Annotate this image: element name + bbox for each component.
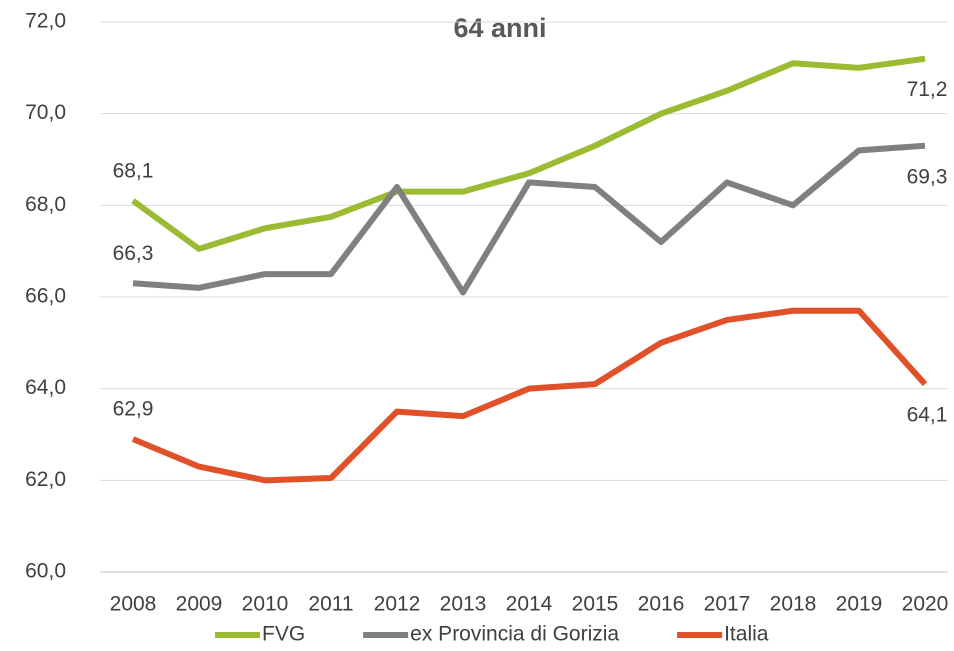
- data-label: 68,1: [113, 159, 154, 182]
- x-tick-label: 2019: [836, 593, 883, 616]
- x-tick-label: 2017: [704, 593, 751, 616]
- y-tick-label: 70,0: [25, 101, 66, 124]
- x-tick-label: 2015: [572, 593, 619, 616]
- legend-label: Italia: [724, 623, 769, 646]
- x-tick-label: 2009: [176, 593, 223, 616]
- series-line: [132, 142, 926, 296]
- legend-label: FVG: [262, 623, 305, 646]
- y-tick-label: 62,0: [25, 468, 66, 491]
- x-tick-label: 2020: [902, 593, 949, 616]
- data-label: 71,2: [907, 78, 948, 101]
- y-tick-label: 72,0: [25, 10, 66, 33]
- data-label: 64,1: [907, 404, 948, 427]
- x-tick-label: 2013: [440, 593, 487, 616]
- y-tick-label: 60,0: [25, 560, 66, 583]
- data-label: 62,9: [113, 398, 154, 421]
- chart-title: 64 anni: [453, 13, 546, 43]
- data-label: 66,3: [113, 242, 154, 265]
- x-tick-label: 2012: [374, 593, 421, 616]
- y-tick-label: 68,0: [25, 193, 66, 216]
- series-line: [131, 55, 926, 252]
- x-tick-label: 2010: [242, 593, 289, 616]
- x-tick-label: 2011: [308, 593, 353, 616]
- series-line: [131, 307, 928, 484]
- x-tick-label: 2018: [770, 593, 817, 616]
- x-tick-label: 2016: [638, 593, 685, 616]
- legend-label: ex Provincia di Gorizia: [410, 623, 619, 646]
- x-tick-label: 2008: [110, 593, 157, 616]
- data-label: 69,3: [907, 165, 948, 188]
- y-tick-label: 64,0: [25, 376, 66, 399]
- x-tick-label: 2014: [506, 593, 553, 616]
- y-tick-label: 66,0: [25, 285, 66, 308]
